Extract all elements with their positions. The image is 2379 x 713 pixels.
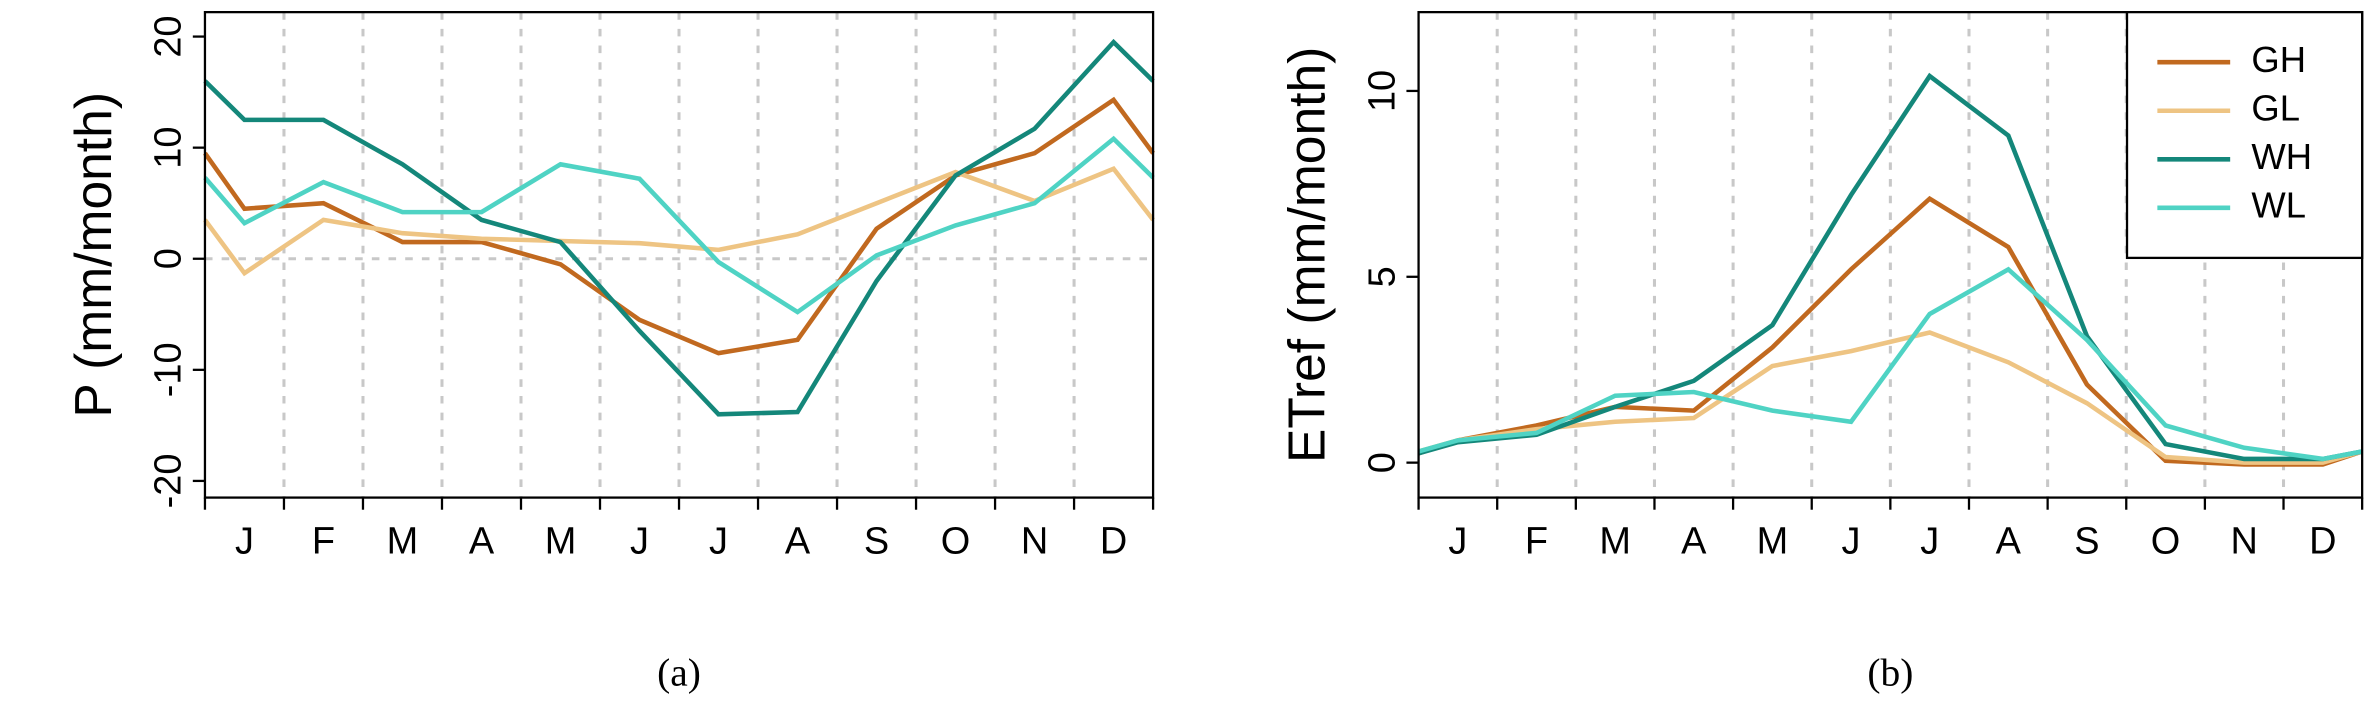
- x-tick-label: O: [941, 521, 971, 563]
- caption: (a): [657, 651, 701, 695]
- x-tick-label: M: [1757, 521, 1789, 563]
- y-tick-label: 20: [148, 15, 190, 57]
- x-tick-label: J: [630, 521, 649, 563]
- plot-frame: [203, 10, 1155, 499]
- data-line: [203, 96, 1155, 356]
- x-tick-label: F: [312, 521, 335, 563]
- legend-label: GL: [2251, 87, 2300, 128]
- x-tick-label: M: [1599, 521, 1631, 563]
- caption: (b): [1867, 651, 1913, 695]
- panel: J F M A M J J A S O N D 0 5 10 ETref (mm/month) (b) GH GL W…: [1278, 10, 2364, 695]
- data-line: [203, 166, 1155, 277]
- y-tick-label: 10: [1361, 70, 1403, 112]
- data-line: [203, 135, 1155, 315]
- data-line: [1417, 72, 2363, 462]
- legend-label: WL: [2251, 184, 2306, 225]
- x-tick-label: J: [1842, 521, 1861, 563]
- x-tick-label: A: [469, 521, 495, 563]
- legend-box: [2125, 10, 2364, 260]
- panel: J F M A M J J A S O N D -20 -10 0 10 20 P (mm/month) (a): [64, 10, 1155, 695]
- x-tick-label: A: [785, 521, 811, 563]
- x-tick-label: J: [235, 521, 254, 563]
- y-tick-label: 0: [148, 248, 190, 269]
- legend: GH GL WH WL: [2125, 10, 2364, 260]
- y-tick-label: 10: [148, 127, 190, 169]
- data-line: [1417, 266, 2363, 462]
- x-tick-label: N: [1021, 521, 1048, 563]
- x-tick-label: M: [545, 521, 577, 563]
- y-tick-label: -20: [148, 454, 190, 509]
- x-tick-label: N: [2231, 521, 2258, 563]
- x-tick-label: D: [1100, 521, 1127, 563]
- x-tick-label: D: [2309, 521, 2336, 563]
- x-tick-label: S: [2074, 521, 2099, 563]
- y-tick-label: 5: [1361, 266, 1403, 287]
- x-tick-label: J: [1920, 521, 1939, 563]
- x-tick-label: J: [1448, 521, 1467, 563]
- x-tick-label: A: [1681, 521, 1707, 563]
- y-tick-label: 0: [1361, 452, 1403, 473]
- y-axis-label: ETref (mm/month): [1278, 47, 1336, 463]
- x-tick-label: M: [387, 521, 419, 563]
- x-tick-label: F: [1525, 521, 1548, 563]
- x-tick-label: O: [2151, 521, 2181, 563]
- legend-label: GH: [2251, 39, 2306, 80]
- y-axis-label: P (mm/month): [64, 92, 122, 418]
- y-tick-label: -10: [148, 342, 190, 397]
- data-line: [203, 38, 1155, 417]
- x-tick-label: A: [1996, 521, 2022, 563]
- x-tick-label: S: [864, 521, 889, 563]
- legend-label: WH: [2251, 136, 2312, 177]
- x-tick-label: J: [709, 521, 728, 563]
